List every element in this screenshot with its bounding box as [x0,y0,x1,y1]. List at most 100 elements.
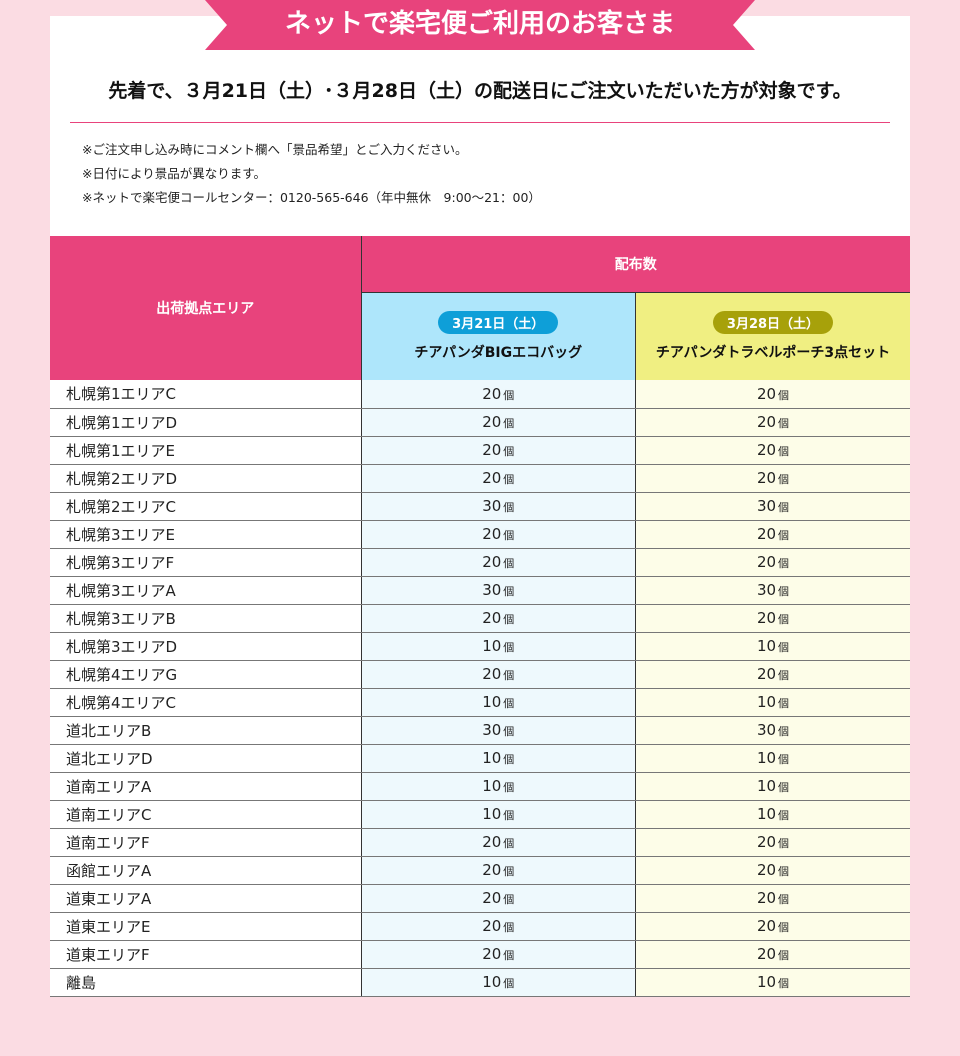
table-row: 札幌第4エリアG 20 個 20 個 [50,660,910,689]
unit: 個 [503,501,515,514]
count-cell-col1: 10 個 [361,968,636,997]
unit: 個 [503,977,515,990]
area-cell: 函館エリアA [50,856,362,885]
area-header: 出荷拠点エリア [50,236,362,380]
count-cell-col1: 10 個 [361,772,636,801]
count-cell-col2: 20 個 [635,660,910,689]
count-cell-col2: 10 個 [635,688,910,717]
count-cell-col2: 30 個 [635,576,910,605]
area-cell: 札幌第1エリアE [50,436,362,465]
count: 30 [482,497,502,515]
count-cell-col2: 20 個 [635,940,910,969]
unit: 個 [503,949,515,962]
area-cell: 道東エリアE [50,912,362,941]
count-cell-col1: 10 個 [361,744,636,773]
count-cell-col1: 20 個 [361,912,636,941]
section-banner: ネットで楽宅便ご利用のお客さま [205,0,755,50]
item-name: チアパンダトラベルポーチ3点セット [655,344,891,361]
count-cell-col2: 30 個 [635,716,910,745]
unit: 個 [503,473,515,486]
count-cell-col2: 10 個 [635,968,910,997]
count: 20 [482,553,502,571]
count-cell-col1: 30 個 [361,492,636,521]
count: 10 [482,749,502,767]
table-row: 札幌第1エリアC 20 個 20 個 [50,380,910,409]
count-cell-col2: 20 個 [635,436,910,465]
count: 20 [482,413,502,431]
lead-text: 先着で、３月21日（土）･３月28日（土）の配送日にご注文いただいた方が対象です… [108,80,852,102]
table-row: 道東エリアF 20 個 20 個 [50,940,910,969]
count: 20 [482,861,502,879]
unit: 個 [503,557,515,570]
unit: 個 [778,557,790,570]
note: ※ネットで楽宅便コールセンター：0120-565-646（年中無休 9:00〜2… [82,190,541,205]
count-cell-col2: 10 個 [635,632,910,661]
unit: 個 [503,725,515,738]
table-row: 道東エリアA 20 個 20 個 [50,884,910,913]
note: ※ご注文申し込み時にコメント欄へ「景品希望」とご入力ください。 [82,142,468,157]
area-cell: 札幌第2エリアC [50,492,362,521]
area-cell: 札幌第3エリアD [50,632,362,661]
count-cell-col2: 20 個 [635,408,910,437]
count-cell-col1: 20 個 [361,940,636,969]
count: 10 [756,805,777,823]
count-cell-col1: 20 個 [361,604,636,633]
unit: 個 [778,641,790,654]
count-cell-col2: 20 個 [635,380,910,409]
count-cell-col1: 10 個 [361,800,636,829]
area-cell: 札幌第3エリアE [50,520,362,549]
unit: 個 [503,753,515,766]
count-cell-col2: 10 個 [635,772,910,801]
count: 30 [756,721,777,739]
count: 30 [482,721,502,739]
unit: 個 [503,641,515,654]
count-cell-col1: 20 個 [361,380,636,409]
date-badge: 3月28日（土） [712,310,834,334]
count: 10 [756,749,777,767]
unit: 個 [778,473,790,486]
table-row: 離島 10 個 10 個 [50,968,910,997]
count-cell-col1: 20 個 [361,660,636,689]
count: 10 [756,973,777,991]
count: 20 [756,945,777,963]
col2-header: 3月28日（土） チアパンダトラベルポーチ3点セット [635,292,910,380]
count: 30 [756,497,777,515]
area-cell: 道南エリアF [50,828,362,857]
count: 20 [482,665,502,683]
count: 20 [756,413,777,431]
area-cell: 道東エリアA [50,884,362,913]
count: 20 [756,917,777,935]
unit: 個 [778,501,790,514]
unit: 個 [778,669,790,682]
unit: 個 [503,613,515,626]
table-row: 札幌第3エリアF 20 個 20 個 [50,548,910,577]
count: 10 [482,637,502,655]
count: 10 [756,693,777,711]
count: 10 [482,777,502,795]
unit: 個 [503,809,515,822]
count-cell-col2: 20 個 [635,884,910,913]
count: 10 [756,777,777,795]
count: 20 [482,525,502,543]
unit: 個 [778,445,790,458]
unit: 個 [778,949,790,962]
unit: 個 [503,837,515,850]
count-cell-col2: 20 個 [635,464,910,493]
unit: 個 [778,809,790,822]
date-badge: 3月21日（土） [438,310,559,334]
area-cell: 道東エリアF [50,940,362,969]
count: 20 [756,469,777,487]
count: 20 [482,469,502,487]
table-row: 函館エリアA 20 個 20 個 [50,856,910,885]
count-cell-col2: 20 個 [635,828,910,857]
unit: 個 [778,893,790,906]
unit: 個 [778,753,790,766]
area-cell: 札幌第1エリアC [50,380,362,409]
count-cell-col2: 20 個 [635,548,910,577]
table-row: 道北エリアD 10 個 10 個 [50,744,910,773]
count-cell-col1: 20 個 [361,828,636,857]
count: 20 [756,384,777,403]
table-row: 札幌第1エリアD 20 個 20 個 [50,408,910,437]
count: 20 [482,889,502,907]
count: 20 [482,833,502,851]
